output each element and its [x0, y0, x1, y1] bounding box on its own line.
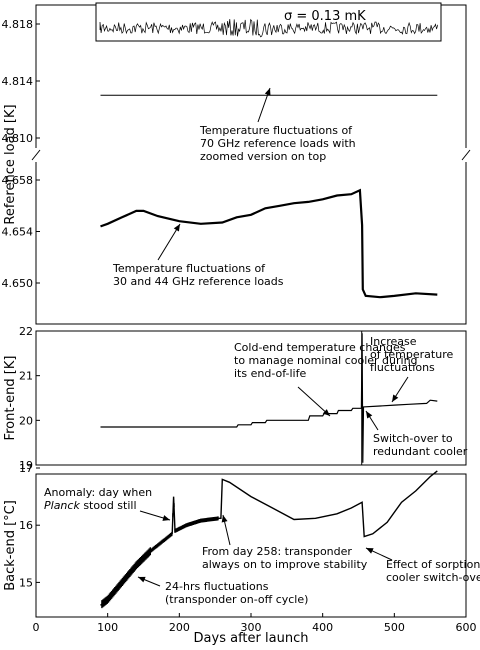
- annotation-switch-over-line: redundant cooler: [373, 445, 468, 458]
- annotation-anomaly-line: Anomaly: day when: [44, 486, 152, 499]
- xtick-label: 500: [384, 621, 405, 634]
- arrow-anomaly-head: [162, 515, 170, 521]
- ytick-label: 15: [19, 576, 33, 589]
- fluctuation-band: [101, 503, 219, 609]
- ytick-label: 19: [19, 459, 33, 472]
- series-front-end-line: [100, 333, 438, 463]
- arrow-transponder-head: [221, 515, 228, 523]
- annotation-increase-line: of temperature: [370, 348, 453, 361]
- arrow-cold-end: [297, 386, 331, 417]
- annotation-24hr-line: 24-hrs fluctuations: [165, 580, 269, 593]
- xtick-label: 100: [97, 621, 118, 634]
- xtick-label: 400: [312, 621, 333, 634]
- annotation-switch-over-line: Switch-over to: [373, 432, 453, 445]
- axis-break-mark: [31, 149, 41, 161]
- arrow-increase-head: [392, 394, 399, 402]
- ytick-label: 22: [19, 325, 33, 338]
- annotation-sorption-line: Effect of sorption: [386, 558, 480, 571]
- annotation-70ghz-line: Temperature fluctuations of: [199, 124, 353, 137]
- y-axis-label: Front-end [K]: [3, 356, 18, 441]
- annotation-cold-end-line: its end-of-life: [234, 367, 306, 380]
- xtick-label: 600: [456, 621, 477, 634]
- annotation-24hr-line: (transponder on-off cycle): [165, 593, 308, 606]
- ytick-label: 4.650: [2, 277, 34, 290]
- y-axis-label: Back-end [°C]: [3, 500, 18, 591]
- arrow-70ghz-head: [264, 88, 271, 96]
- annotation-70ghz-line: zoomed version on top: [200, 150, 326, 163]
- annotation-cold-end-line: to manage nominal cooler during: [234, 354, 418, 367]
- annotation-30-44ghz-line: Temperature fluctuations of: [112, 262, 266, 275]
- ytick-label: 16: [19, 519, 33, 532]
- ytick-label: 17: [19, 462, 33, 475]
- ytick-label: 4.810: [2, 132, 34, 145]
- xtick-label: 300: [241, 621, 262, 634]
- ytick-label: 21: [19, 370, 33, 383]
- annotation-increase-line: Increase: [370, 335, 417, 348]
- ytick-label: 4.814: [2, 75, 34, 88]
- x-axis-label: Days after launch: [194, 631, 309, 646]
- xtick-label: 0: [33, 621, 40, 634]
- arrow-cold-end-head: [322, 409, 330, 416]
- y-axis-label: Reference load [K]: [3, 104, 18, 224]
- arrow-30-44ghz: [157, 223, 181, 261]
- zoom-inset-frame: [95, 2, 442, 42]
- panel2-frame: [35, 330, 467, 466]
- ytick-label: 4.654: [2, 226, 34, 239]
- annotation-transponder-line: always on to improve stability: [202, 558, 368, 571]
- annotation-sorption-line: cooler switch-over: [386, 571, 480, 584]
- arrow-sorption-head: [366, 548, 374, 554]
- arrow-switch-over-head: [366, 411, 373, 419]
- annotation-cold-end-line: Cold-end temperature changes: [234, 341, 406, 354]
- zoom-inset-noise-trace: [99, 18, 439, 38]
- annotation-increase-line: fluctuations: [370, 361, 435, 374]
- annotation-70ghz-line: 70 GHz reference loads with: [200, 137, 356, 150]
- annotation-transponder-line: From day 258: transponder: [202, 545, 352, 558]
- axis-break-mark: [461, 149, 471, 161]
- ytick-label: 20: [19, 414, 33, 427]
- arrow-30-44ghz-head: [173, 224, 180, 232]
- ytick-label: 4.658: [2, 174, 34, 187]
- annotation-30-44ghz-line: 30 and 44 GHz reference loads: [113, 275, 284, 288]
- ytick-label: 4.818: [2, 18, 34, 31]
- series-30-44ghz-line: [100, 188, 438, 299]
- arrow-24hr-head: [138, 576, 146, 583]
- sigma-label: σ = 0.13 mK: [284, 9, 366, 24]
- xtick-label: 200: [169, 621, 190, 634]
- annotation-anomaly-line: Planck stood still: [44, 499, 137, 512]
